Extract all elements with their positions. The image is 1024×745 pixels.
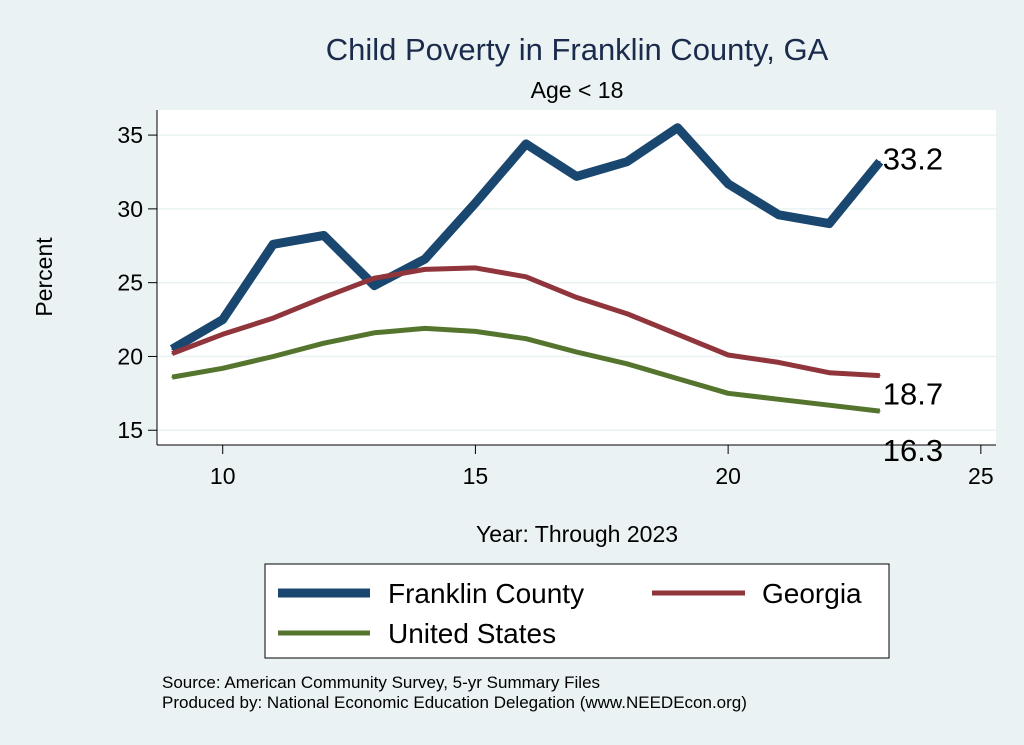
plot-area (157, 110, 996, 445)
end-label-franklin-county: 33.2 (883, 142, 943, 177)
point-united-states-22 (828, 404, 831, 406)
y-axis-title: Percent (31, 237, 57, 317)
point-georgia-10 (221, 333, 224, 336)
end-label-united-states: 16.3 (883, 433, 943, 468)
point-georgia-19 (676, 333, 679, 336)
point-georgia-9 (171, 352, 173, 355)
point-georgia-15 (474, 267, 477, 269)
point-georgia-17 (575, 296, 578, 299)
point-georgia-21 (777, 361, 780, 364)
point-united-states-18 (626, 363, 628, 365)
end-labels: 33.2 18.7 16.3 (883, 142, 943, 468)
chart-title: Child Poverty in Franklin County, GA (326, 32, 829, 67)
chart-subtitle: Age < 18 (531, 77, 624, 103)
point-franklin-county-14 (424, 258, 426, 260)
x-tick-label-25: 25 (968, 463, 994, 489)
point-united-states-9 (171, 376, 173, 378)
point-franklin-county-10 (221, 318, 224, 321)
point-franklin-county-11 (272, 243, 275, 246)
point-united-states-14 (424, 327, 426, 330)
point-franklin-county-19 (676, 126, 679, 129)
y-tick-label-15: 15 (117, 417, 143, 443)
y-tick-label-35: 35 (117, 122, 143, 148)
point-georgia-11 (272, 317, 275, 319)
y-tick-label-20: 20 (117, 343, 143, 369)
point-georgia-13 (373, 277, 376, 280)
end-label-georgia: 18.7 (883, 377, 943, 412)
point-franklin-county-21 (777, 213, 780, 216)
gridlines (157, 134, 996, 431)
point-georgia-23 (878, 374, 881, 377)
point-franklin-county-22 (828, 222, 831, 225)
point-franklin-county-13 (373, 284, 376, 287)
point-franklin-county-16 (525, 143, 527, 145)
point-franklin-county-9 (171, 348, 173, 350)
point-united-states-16 (525, 337, 527, 340)
legend-label-franklin: Franklin County (388, 578, 584, 609)
x-tick-label-15: 15 (463, 463, 489, 489)
y-axis-ticks: 15 20 25 30 35 (117, 122, 157, 443)
point-georgia-16 (525, 275, 527, 278)
point-united-states-15 (474, 330, 477, 333)
point-united-states-19 (676, 377, 679, 380)
x-axis-ticks: 10 15 20 25 (210, 445, 994, 489)
point-franklin-county-18 (626, 160, 628, 163)
point-franklin-county-20 (727, 182, 729, 185)
produced-by-note: Produced by: National Economic Education… (162, 693, 747, 712)
y-tick-label-30: 30 (117, 196, 143, 222)
point-united-states-11 (272, 355, 275, 358)
source-note: Source: American Community Survey, 5-yr … (162, 673, 600, 692)
point-united-states-12 (322, 342, 325, 344)
point-georgia-18 (626, 312, 628, 315)
point-georgia-22 (828, 371, 831, 374)
point-georgia-14 (424, 268, 426, 271)
point-united-states-13 (373, 332, 376, 334)
point-united-states-10 (221, 367, 224, 370)
legend-label-georgia: Georgia (762, 578, 862, 609)
legend-label-us: United States (388, 618, 556, 649)
point-franklin-county-12 (322, 234, 325, 237)
x-axis-title: Year: Through 2023 (476, 521, 678, 547)
point-georgia-12 (322, 296, 325, 299)
x-tick-label-10: 10 (210, 463, 236, 489)
point-franklin-county-15 (474, 202, 477, 204)
y-tick-label-25: 25 (117, 270, 143, 296)
point-united-states-17 (575, 351, 578, 353)
series-lines (169, 123, 884, 414)
point-georgia-20 (727, 354, 729, 356)
point-united-states-23 (878, 410, 881, 412)
point-franklin-county-23 (878, 160, 881, 163)
legend-box (264, 563, 890, 659)
point-united-states-20 (727, 392, 729, 395)
point-franklin-county-17 (575, 175, 578, 178)
legend: Franklin County Georgia United States (264, 563, 890, 659)
point-united-states-21 (777, 398, 780, 401)
x-tick-label-20: 20 (715, 463, 741, 489)
